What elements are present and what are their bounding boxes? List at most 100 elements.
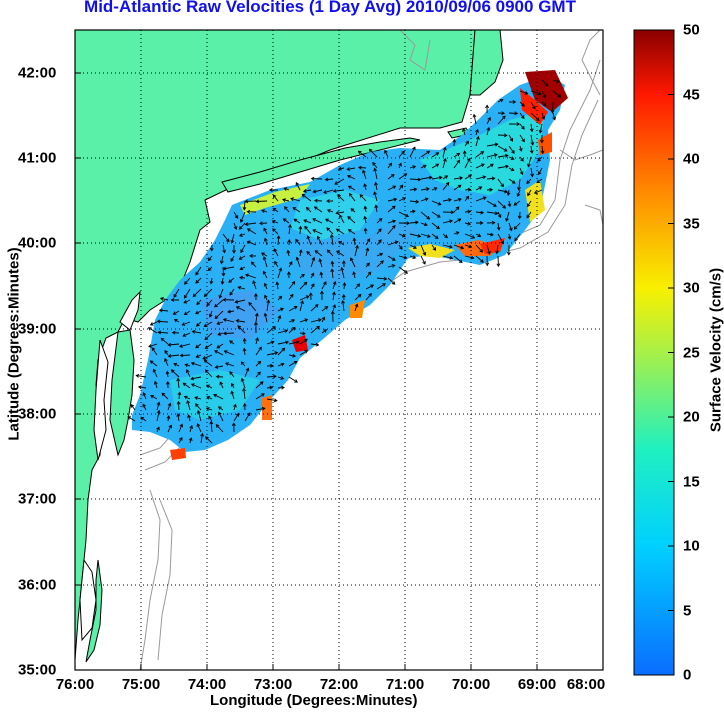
velocity-arrow-head [417, 177, 422, 182]
velocity-arrow-head [350, 208, 355, 212]
velocity-arrow [431, 200, 441, 205]
velocity-arrow-head [467, 209, 472, 214]
velocity-arrow [255, 381, 264, 389]
velocity-arrow-head [541, 116, 546, 120]
velocity-arrow-head [456, 152, 461, 157]
velocity-arrow-head [480, 163, 485, 167]
velocity-arrow-head [458, 197, 462, 202]
velocity-arrow [184, 396, 191, 400]
velocity-arrow [293, 218, 301, 224]
velocity-arrow-head [401, 150, 405, 155]
velocity-arrow-head [196, 322, 200, 327]
velocity-arrow [233, 413, 239, 422]
velocity-arrow-head [195, 354, 200, 358]
velocity-arrow-head [290, 197, 295, 201]
velocity-arrow-head [443, 157, 447, 162]
velocity-arrow [387, 185, 396, 191]
velocity-arrow [475, 151, 484, 158]
velocity-arrow-head [552, 116, 557, 121]
velocity-arrow [304, 226, 312, 235]
velocity-arrow [182, 332, 191, 337]
velocity-arrow [222, 266, 225, 276]
velocity-arrow-head [164, 350, 168, 354]
velocity-arrow-head [232, 250, 236, 254]
velocity-arrow-head [239, 275, 243, 280]
velocity-arrow [272, 228, 279, 235]
velocity-arrow-head [294, 379, 298, 383]
velocity-arrow-head [529, 128, 534, 133]
velocity-arrow [353, 271, 356, 279]
velocity-arrow [288, 319, 295, 323]
velocity-arrow [255, 313, 258, 323]
velocity-arrow-head [378, 239, 382, 244]
velocity-arrow-head [249, 254, 253, 258]
velocity-arrow-head [215, 424, 220, 428]
velocity-arrow [508, 200, 511, 207]
velocity-arrow-head [506, 192, 511, 196]
velocity-arrow [375, 182, 378, 191]
velocity-arrow-head [191, 329, 196, 334]
velocity-arrow-head [391, 224, 396, 229]
velocity-arrow-head [530, 141, 535, 146]
velocity-arrow-head [359, 194, 364, 198]
velocity-arrow [365, 238, 370, 246]
velocity-arrow-head [352, 271, 356, 276]
velocity-arrow [325, 178, 334, 181]
velocity-arrow [173, 310, 180, 315]
velocity-arrow-head [295, 340, 300, 345]
velocity-arrow [277, 315, 281, 323]
velocity-arrow-head [388, 162, 393, 167]
velocity-arrow-head [337, 166, 342, 171]
velocity-arrow [537, 156, 543, 162]
velocity-arrow-head [248, 301, 252, 306]
velocity-arrow-head [520, 157, 524, 162]
velocity-arrow-head [269, 385, 274, 390]
velocity-arrow-head [209, 280, 214, 285]
velocity-arrow [157, 320, 169, 323]
velocity-arrow-head [356, 283, 361, 288]
velocity-arrow-head [530, 173, 534, 178]
velocity-arrow-head [354, 303, 359, 308]
velocity-arrow-head [532, 105, 536, 110]
velocity-arrow [214, 310, 224, 319]
velocity-arrow-head [319, 290, 324, 295]
velocity-arrow-head [471, 235, 476, 239]
velocity-arrow-head [462, 128, 466, 132]
velocity-arrow-head [183, 311, 188, 316]
velocity-arrow [261, 209, 268, 213]
velocity-arrow [486, 211, 498, 215]
velocity-arrow [359, 194, 367, 202]
velocity-arrow-head [206, 384, 210, 389]
velocity-arrow [299, 282, 307, 290]
velocity-arrow-head [486, 126, 491, 131]
velocity-arrow [148, 343, 158, 348]
velocity-arrow [177, 413, 180, 422]
velocity-arrow [214, 299, 224, 308]
velocity-arrow [243, 348, 246, 356]
velocity-arrow [497, 154, 508, 158]
velocity-arrow [214, 350, 224, 356]
velocity-arrow [464, 210, 471, 213]
velocity-arrow [409, 147, 416, 158]
velocity-arrow [442, 233, 448, 238]
velocity-arrow-head [423, 222, 428, 227]
velocity-arrow [348, 185, 356, 191]
velocity-arrow-head [173, 294, 178, 298]
velocity-arrow-head [355, 244, 359, 249]
velocity-arrow [208, 255, 213, 261]
velocity-arrow [453, 255, 463, 263]
velocity-arrow [238, 286, 246, 290]
velocity-arrow [288, 281, 295, 290]
velocity-arrow [497, 211, 502, 218]
velocity-arrow [264, 283, 268, 290]
velocity-arrow-head [225, 362, 229, 366]
velocity-arrow [338, 167, 345, 170]
velocity-arrow-head [401, 233, 406, 238]
velocity-arrow-head [221, 272, 226, 277]
velocity-arrow-head [292, 207, 297, 211]
velocity-arrow [332, 281, 336, 290]
velocity-arrow-head [228, 279, 232, 283]
velocity-arrow-head [509, 137, 514, 142]
velocity-arrow-head [347, 185, 352, 190]
velocity-arrow [224, 350, 235, 356]
